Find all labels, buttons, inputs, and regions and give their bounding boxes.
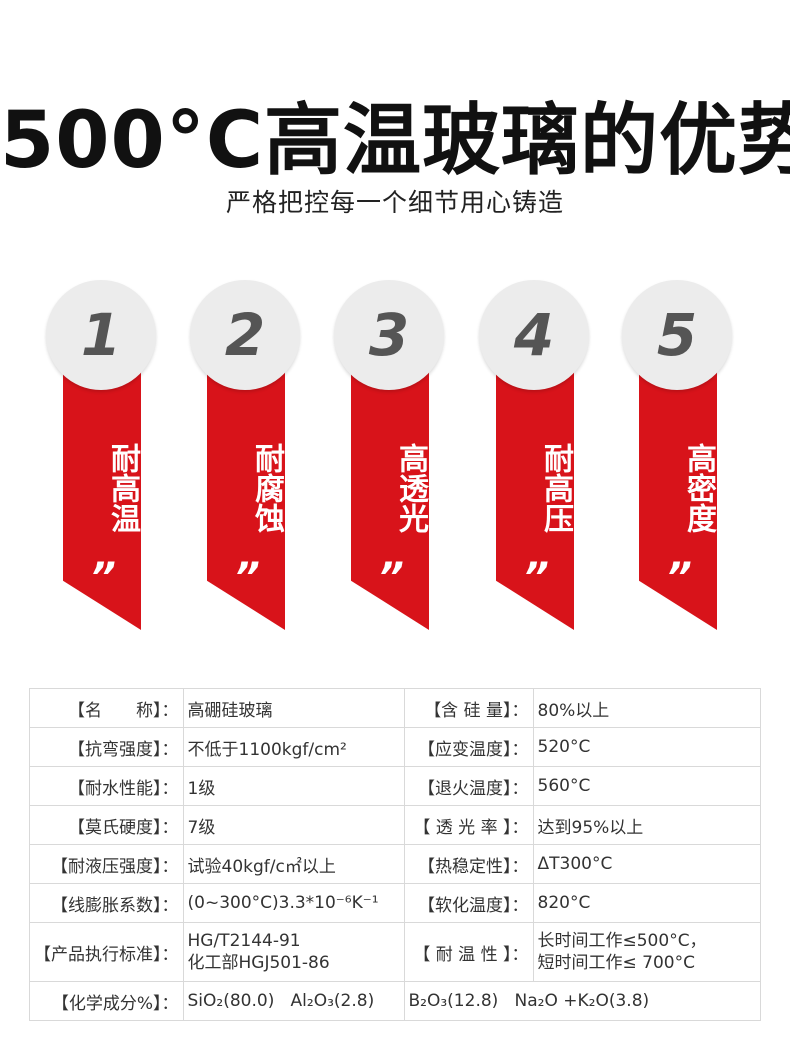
feature-item: 2 耐腐蚀 ” — [190, 280, 300, 632]
spec-value: B₂O₃(12.8) Na₂O +K₂O(3.8) — [403, 981, 761, 1021]
spec-key: 【含 硅 量】： — [403, 688, 534, 728]
spec-value: 520°C — [532, 727, 761, 767]
feature-number: 4 — [513, 301, 555, 369]
spec-key: 【抗弯强度】： — [29, 727, 184, 767]
spec-value: 达到95%以上 — [532, 805, 761, 845]
feature-item: 5 高密度 ” — [622, 280, 732, 632]
composition-na2o-k2o: Na₂O +K₂O(3.8) — [514, 991, 650, 1011]
spec-key: 【软化温度】： — [403, 883, 534, 923]
spec-value: ΔT300°C — [532, 844, 761, 884]
table-row: 【耐液压强度】： 试验40kgf/c㎡以上 【热稳定性】： ΔT300°C — [29, 844, 761, 884]
spec-value: SiO₂(80.0) Al₂O₃(2.8) — [182, 981, 405, 1021]
spec-value-line: 化工部HGJ501-86 — [187, 953, 330, 973]
quote-mark-icon: ” — [234, 555, 260, 601]
feature-circle: 4 — [479, 280, 589, 390]
table-row: 【莫氏硬度】： 7级 【 透 光 率 】： 达到95%以上 — [29, 805, 761, 845]
feature-label: 耐高压 — [538, 442, 573, 533]
composition-al2o3: Al₂O₃(2.8) — [290, 991, 375, 1011]
spec-key: 【化学成分%】： — [29, 981, 184, 1021]
feature-circle: 2 — [190, 280, 300, 390]
spec-key: 【热稳定性】： — [403, 844, 534, 884]
feature-item: 4 耐高压 ” — [479, 280, 589, 632]
spec-key: 【莫氏硬度】： — [29, 805, 184, 845]
feature-number: 1 — [80, 301, 122, 369]
feature-item: 3 高透光 ” — [334, 280, 444, 632]
spec-key: 【名 称】： — [29, 688, 184, 728]
quote-mark-icon: ” — [378, 555, 404, 601]
feature-circle: 1 — [46, 280, 156, 390]
feature-label: 耐高温 — [105, 442, 140, 533]
spec-key: 【耐液压强度】： — [29, 844, 184, 884]
table-row: 【线膨胀系数】： (0~300°C)3.3*10⁻⁶K⁻¹ 【软化温度】： 82… — [29, 883, 761, 923]
spec-key: 【产品执行标准】： — [29, 922, 184, 982]
feature-label: 高透光 — [393, 442, 428, 533]
table-row: 【名 称】： 高硼硅玻璃 【含 硅 量】： 80%以上 — [29, 688, 761, 728]
spec-key: 【应变温度】： — [403, 727, 534, 767]
spec-key: 【耐水性能】： — [29, 766, 184, 806]
feature-circle: 5 — [622, 280, 732, 390]
table-row: 【化学成分%】： SiO₂(80.0) Al₂O₃(2.8) B₂O₃(12.8… — [29, 981, 761, 1021]
quote-mark-icon: ” — [523, 555, 549, 601]
quote-mark-icon: ” — [90, 555, 116, 601]
spec-table: 【名 称】： 高硼硅玻璃 【含 硅 量】： 80%以上 【抗弯强度】： 不低于1… — [29, 688, 761, 1021]
spec-value: 80%以上 — [532, 688, 761, 728]
spec-value: 高硼硅玻璃 — [182, 688, 405, 728]
spec-value: 820°C — [532, 883, 761, 923]
spec-value-line: HG/T2144-91 — [187, 931, 301, 951]
spec-value: 1级 — [182, 766, 405, 806]
table-row: 【产品执行标准】： HG/T2144-91 化工部HGJ501-86 【 耐 温… — [29, 922, 761, 982]
spec-value: 7级 — [182, 805, 405, 845]
spec-value: 试验40kgf/c㎡以上 — [182, 844, 405, 884]
feature-item: 1 耐高温 ” — [46, 280, 156, 632]
spec-key: 【 透 光 率 】： — [403, 805, 534, 845]
spec-value: 560°C — [532, 766, 761, 806]
quote-mark-icon: ” — [666, 555, 692, 601]
feature-number: 3 — [368, 301, 410, 369]
spec-value: HG/T2144-91 化工部HGJ501-86 — [182, 922, 405, 982]
feature-label: 耐腐蚀 — [249, 442, 284, 533]
feature-number: 2 — [224, 301, 266, 369]
feature-number: 5 — [656, 301, 698, 369]
composition-b2o3: B₂O₃(12.8) — [408, 991, 499, 1011]
spec-value: 长时间工作≤500°C， 短时间工作≤ 700°C — [532, 922, 761, 982]
feature-circle: 3 — [334, 280, 444, 390]
table-row: 【抗弯强度】： 不低于1100kgf/cm² 【应变温度】： 520°C — [29, 727, 761, 767]
feature-list: 1 耐高温 ” 2 耐腐蚀 ” 3 高透光 ” 4 耐高压 ” 5 高密度 ” — [0, 280, 790, 640]
page-subtitle: 严格把控每一个细节用心铸造 — [225, 188, 564, 217]
spec-value: 不低于1100kgf/cm² — [182, 727, 405, 767]
composition-sio2: SiO₂(80.0) — [187, 991, 275, 1011]
page-title: 500°C高温玻璃的优势 — [0, 96, 790, 186]
feature-label: 高密度 — [681, 442, 716, 533]
spec-value: (0~300°C)3.3*10⁻⁶K⁻¹ — [182, 883, 405, 923]
spec-key: 【 耐 温 性 】： — [403, 922, 534, 982]
spec-value-line: 长时间工作≤500°C， — [537, 931, 707, 951]
spec-key: 【线膨胀系数】： — [29, 883, 184, 923]
table-row: 【耐水性能】： 1级 【退火温度】： 560°C — [29, 766, 761, 806]
spec-key: 【退火温度】： — [403, 766, 534, 806]
spec-value-line: 短时间工作≤ 700°C — [537, 953, 695, 973]
